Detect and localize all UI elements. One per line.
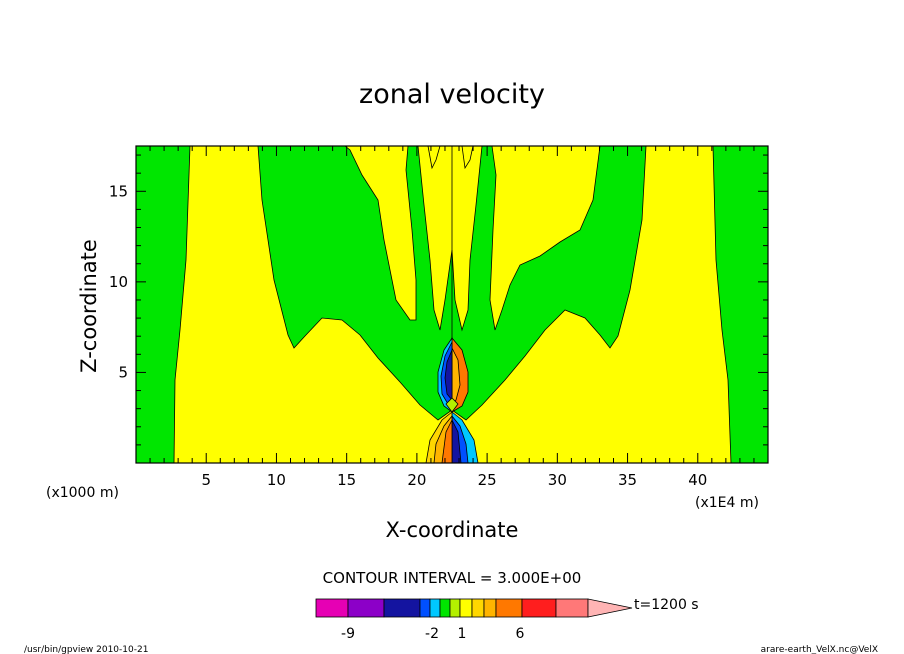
colorbar-label: 6 xyxy=(516,626,525,642)
colorbar-swatch-orange2 xyxy=(495,598,523,618)
y-axis-label: Z-coordinate xyxy=(77,239,101,373)
y-tick-label: 5 xyxy=(118,363,128,381)
x-tick-label: 40 xyxy=(688,471,707,489)
colorbar-swatch-pink xyxy=(555,598,589,618)
colorbar-swatch-green xyxy=(439,598,451,618)
upper-cell xyxy=(437,336,469,413)
colorbar-swatch-cyan xyxy=(429,598,441,618)
footer-right: arare-earth_VelX.nc@VelX xyxy=(761,645,878,654)
colorbar-swatch-yellow xyxy=(459,598,473,618)
colorbar-swatch-orange1 xyxy=(483,598,497,618)
colorbar-swatch-gold xyxy=(471,598,485,618)
colorbar-label: 1 xyxy=(458,626,467,642)
contour-interval-label: CONTOUR INTERVAL = 3.000E+00 xyxy=(323,569,582,587)
colorbar-time-label: t=1200 s xyxy=(634,597,699,613)
x-tick-label: 30 xyxy=(548,471,567,489)
lower-cell xyxy=(425,397,479,464)
chart-title: zonal velocity xyxy=(359,79,545,110)
plot-frame xyxy=(135,145,769,464)
lower-cell-green xyxy=(445,397,459,413)
colorbar-swatch-red xyxy=(521,598,557,618)
colorbar-swatch-blue xyxy=(419,598,431,618)
colorbar-swatch-yellowgreen xyxy=(449,598,461,618)
x-tick-label: 20 xyxy=(407,471,426,489)
x-tick-label: 25 xyxy=(478,471,497,489)
y-unit-label: (x1000 m) xyxy=(46,485,119,501)
x-axis: 5 10 15 20 25 30 35 40 xyxy=(149,146,755,489)
footer-left: /usr/bin/gpview 2010-10-21 xyxy=(24,645,148,654)
x-unit-label: (x1E4 m) xyxy=(695,495,759,511)
x-axis-label: X-coordinate xyxy=(386,518,519,542)
colorbar-labels: -9 -2 1 6 xyxy=(341,626,525,642)
colorbar-swatch-purple xyxy=(347,598,385,618)
colorbar-label: -2 xyxy=(425,626,439,642)
y-tick-label: 15 xyxy=(109,182,128,200)
plot-area xyxy=(135,145,769,464)
upper-cell-darkblue xyxy=(444,349,453,402)
x-tick-label: 5 xyxy=(201,471,211,489)
colorbar-swatch-darkblue xyxy=(383,598,421,618)
colorbar-swatch-magenta xyxy=(315,598,349,618)
colorbar xyxy=(315,598,633,618)
x-tick-label: 15 xyxy=(337,471,356,489)
colorbar-arrow xyxy=(587,598,633,618)
y-tick-label: 10 xyxy=(109,273,128,291)
x-tick-label: 35 xyxy=(618,471,637,489)
colorbar-label: -9 xyxy=(341,626,355,642)
y-axis: 5 10 15 xyxy=(109,154,768,446)
x-tick-label: 10 xyxy=(267,471,286,489)
